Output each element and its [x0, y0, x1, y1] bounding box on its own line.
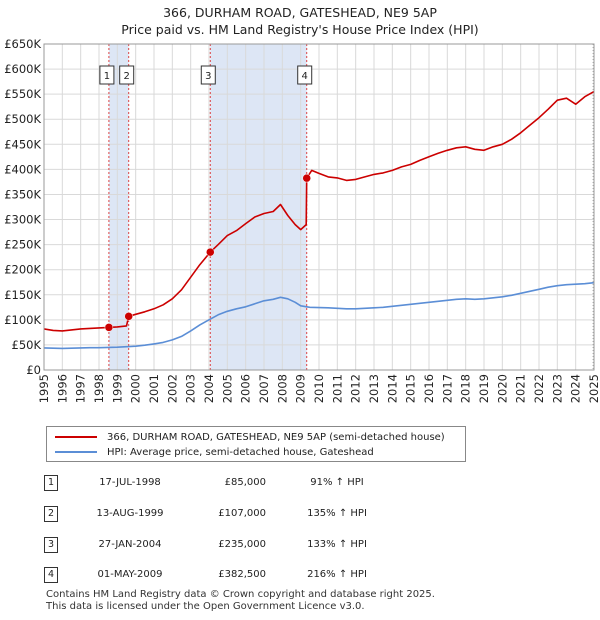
x-tick-label: 2011 — [330, 374, 344, 403]
x-tick-label: 2000 — [129, 374, 143, 403]
transaction-hpi: 91% ↑ HPI — [310, 477, 364, 488]
plot-frame — [43, 43, 595, 371]
x-tick-label: 2019 — [477, 374, 491, 403]
x-tick-label: 2015 — [404, 374, 418, 403]
transaction-date: 13-AUG-1999 — [96, 508, 164, 519]
x-tick-label: 2009 — [294, 374, 308, 403]
x-tick-label: 2012 — [349, 374, 363, 403]
transaction-price: £107,000 — [218, 508, 266, 519]
sale-point — [302, 173, 311, 183]
legend-swatch-property — [55, 436, 97, 438]
marker-label: 3 — [205, 71, 211, 82]
x-tick-label: 2001 — [147, 374, 161, 403]
y-tick-label: £650K — [4, 37, 41, 51]
marker-label-box — [200, 65, 216, 85]
marker-label-box — [297, 65, 313, 85]
y-tick-label: £300K — [4, 213, 41, 227]
transaction-number: 3 — [44, 537, 58, 553]
transaction-price: £235,000 — [218, 539, 266, 550]
x-tick-label: 2018 — [459, 374, 473, 403]
x-tick-label: 1997 — [74, 374, 88, 403]
y-tick-label: £200K — [4, 263, 41, 277]
price-chart: £0 £50K £100K £150K £200K £250K £300K £350K £400… — [4, 37, 600, 403]
x-tick-label: 2010 — [312, 374, 326, 403]
x-tick-label: 1999 — [110, 374, 124, 403]
transaction-price: £382,500 — [218, 569, 266, 580]
legend-item-hpi: HPI: Average price, semi-detached house,… — [55, 445, 374, 459]
legend-swatch-hpi — [55, 451, 97, 453]
x-tick-label: 1996 — [55, 374, 69, 403]
legend-item-property: 366, DURHAM ROAD, GATESHEAD, NE9 5AP (se… — [55, 430, 445, 444]
x-tick-label: 2002 — [165, 374, 179, 403]
transaction-hpi: 216% ↑ HPI — [307, 569, 367, 580]
y-tick-label: £150K — [4, 288, 41, 302]
transaction-hpi: 133% ↑ HPI — [307, 539, 367, 550]
transaction-row: 1 17-JUL-1998 £85,000 91% ↑ HPI — [44, 474, 404, 492]
y-tick-label: £400K — [4, 162, 41, 176]
series-line-hpi — [43, 281, 595, 350]
legend-label-property: 366, DURHAM ROAD, GATESHEAD, NE9 5AP (se… — [107, 431, 445, 443]
sale-point — [124, 312, 133, 321]
y-tick-label: £500K — [4, 112, 41, 126]
chart-subtitle: Price paid vs. HM Land Registry's House … — [121, 22, 479, 37]
y-tick-label: £450K — [4, 137, 41, 151]
transaction-row: 3 27-JAN-2004 £235,000 133% ↑ HPI — [44, 536, 404, 554]
marker-label: 4 — [302, 71, 308, 82]
transaction-price: £85,000 — [224, 477, 266, 488]
shaded-period — [210, 44, 307, 370]
marker-label-box — [119, 65, 135, 85]
x-tick-label: 2007 — [257, 374, 271, 403]
x-tick-label: 2024 — [569, 374, 583, 403]
transaction-number: 1 — [44, 475, 58, 491]
y-tick-label: £100K — [4, 313, 41, 327]
transaction-date: 27-JAN-2004 — [98, 539, 162, 550]
y-tick-label: £50K — [12, 338, 42, 352]
footer-licence: This data is licensed under the Open Gov… — [46, 601, 365, 612]
y-tick-label: £350K — [4, 187, 41, 201]
transaction-row: 4 01-MAY-2009 £382,500 216% ↑ HPI — [44, 566, 404, 584]
x-tick-label: 2022 — [532, 374, 546, 403]
transaction-date: 01-MAY-2009 — [97, 569, 163, 580]
x-tick-label: 2020 — [495, 374, 509, 403]
legend: 366, DURHAM ROAD, GATESHEAD, NE9 5AP (se… — [46, 426, 466, 462]
x-tick-label: 2017 — [440, 374, 454, 403]
transaction-row: 2 13-AUG-1999 £107,000 135% ↑ HPI — [44, 505, 404, 523]
shaded-period — [108, 44, 129, 370]
marker-label: 1 — [104, 71, 110, 82]
transaction-number: 4 — [44, 567, 58, 583]
x-tick-label: 2006 — [239, 374, 253, 403]
transaction-number: 2 — [44, 506, 58, 522]
x-tick-label: 2025 — [587, 374, 600, 403]
transaction-date: 17-JUL-1998 — [99, 477, 161, 488]
chart-title: 366, DURHAM ROAD, GATESHEAD, NE9 5AP — [163, 5, 437, 20]
x-tick-label: 1995 — [37, 374, 51, 403]
x-tick-label: 2013 — [367, 374, 381, 403]
marker-label: 2 — [124, 71, 130, 82]
sale-point — [206, 247, 215, 257]
y-tick-label: £600K — [4, 62, 41, 76]
y-tick-label: £0 — [26, 363, 41, 377]
x-tick-label: 1998 — [92, 374, 106, 403]
y-tick-label: £550K — [4, 87, 41, 101]
x-tick-label: 2016 — [422, 374, 436, 403]
x-tick-label: 2008 — [275, 374, 289, 403]
x-tick-label: 2004 — [202, 374, 216, 403]
marker-label-box — [99, 65, 115, 85]
x-tick-label: 2005 — [220, 374, 234, 403]
footer-copyright: Contains HM Land Registry data © Crown c… — [46, 589, 435, 600]
x-tick-label: 2014 — [385, 374, 399, 403]
y-tick-label: £250K — [4, 238, 41, 252]
transaction-hpi: 135% ↑ HPI — [307, 508, 367, 519]
sale-point — [104, 323, 114, 332]
x-tick-label: 2023 — [550, 374, 564, 403]
x-tick-label: 2003 — [184, 374, 198, 403]
x-tick-label: 2021 — [514, 374, 528, 403]
legend-label-hpi: HPI: Average price, semi-detached house,… — [107, 446, 374, 458]
